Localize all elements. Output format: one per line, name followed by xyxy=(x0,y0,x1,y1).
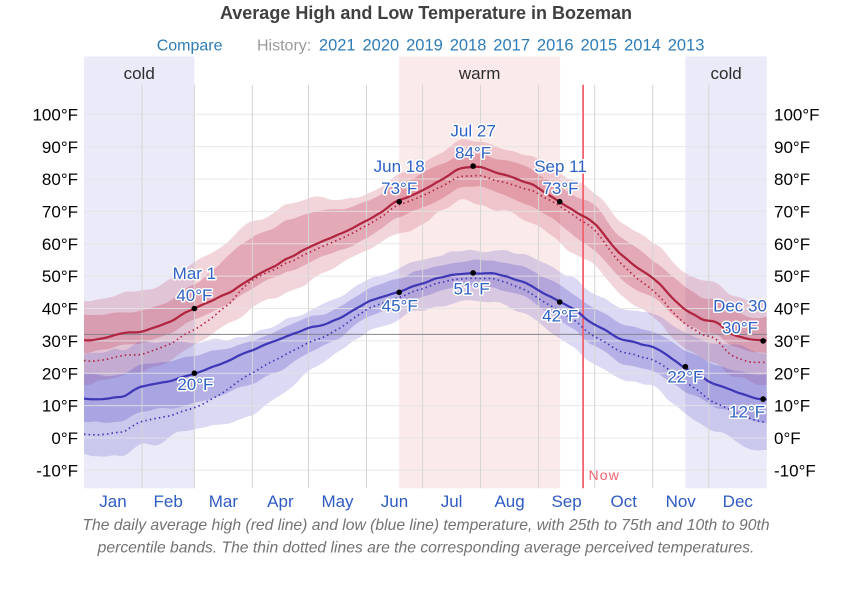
svg-text:50°F: 50°F xyxy=(42,267,78,286)
svg-text:60°F: 60°F xyxy=(774,235,810,254)
svg-text:2018: 2018 xyxy=(450,37,487,55)
svg-text:Sep: Sep xyxy=(551,492,581,511)
svg-text:10°F: 10°F xyxy=(774,397,810,416)
svg-text:Feb: Feb xyxy=(154,492,183,511)
svg-text:Apr: Apr xyxy=(267,492,294,511)
svg-text:0°F: 0°F xyxy=(51,429,78,448)
svg-text:Dec 30: Dec 30 xyxy=(713,296,767,315)
svg-text:70°F: 70°F xyxy=(42,203,78,222)
svg-text:cold: cold xyxy=(711,64,742,83)
svg-text:90°F: 90°F xyxy=(42,138,78,157)
svg-text:42°F: 42°F xyxy=(542,307,578,326)
svg-text:45°F: 45°F xyxy=(382,296,418,315)
svg-text:40°F: 40°F xyxy=(176,286,212,305)
svg-text:30°F: 30°F xyxy=(774,332,810,351)
svg-text:73°F: 73°F xyxy=(542,179,578,198)
svg-text:2014: 2014 xyxy=(624,37,661,55)
svg-text:90°F: 90°F xyxy=(774,138,810,157)
svg-text:Nov: Nov xyxy=(666,492,697,511)
svg-text:50°F: 50°F xyxy=(774,267,810,286)
svg-text:History:: History: xyxy=(257,38,311,55)
svg-text:2017: 2017 xyxy=(493,37,530,55)
svg-text:2015: 2015 xyxy=(581,37,618,55)
svg-text:84°F: 84°F xyxy=(455,144,491,163)
svg-text:warm: warm xyxy=(458,64,501,83)
svg-text:2019: 2019 xyxy=(406,37,443,55)
svg-text:20°F: 20°F xyxy=(774,364,810,383)
svg-text:Sep 11: Sep 11 xyxy=(534,157,587,176)
svg-text:70°F: 70°F xyxy=(774,203,810,222)
svg-text:cold: cold xyxy=(124,64,155,83)
svg-text:Jul: Jul xyxy=(441,492,463,511)
svg-text:Jun 18: Jun 18 xyxy=(374,157,425,176)
svg-text:22°F: 22°F xyxy=(667,368,703,387)
svg-text:2020: 2020 xyxy=(363,37,400,55)
svg-text:2013: 2013 xyxy=(668,37,705,55)
svg-text:30°F: 30°F xyxy=(42,332,78,351)
svg-text:Mar: Mar xyxy=(209,492,239,511)
svg-text:2016: 2016 xyxy=(537,37,574,55)
svg-text:Aug: Aug xyxy=(494,492,524,511)
svg-text:Mar 1: Mar 1 xyxy=(173,264,216,283)
svg-text:0°F: 0°F xyxy=(774,429,801,448)
svg-text:The daily average high (red li: The daily average high (red line) and lo… xyxy=(82,517,769,534)
svg-text:Oct: Oct xyxy=(610,492,637,511)
svg-text:20°F: 20°F xyxy=(42,364,78,383)
svg-text:2021: 2021 xyxy=(319,37,356,55)
svg-text:80°F: 80°F xyxy=(42,170,78,189)
svg-text:12°F: 12°F xyxy=(729,403,765,422)
svg-text:Jul 27: Jul 27 xyxy=(450,122,495,141)
svg-text:Jun: Jun xyxy=(381,492,408,511)
svg-text:Dec: Dec xyxy=(723,492,754,511)
svg-text:40°F: 40°F xyxy=(42,300,78,319)
svg-text:Jan: Jan xyxy=(99,492,126,511)
svg-text:100°F: 100°F xyxy=(32,105,78,124)
svg-text:40°F: 40°F xyxy=(774,300,810,319)
svg-text:-10°F: -10°F xyxy=(36,461,78,480)
svg-text:Now: Now xyxy=(589,467,621,483)
svg-text:10°F: 10°F xyxy=(42,397,78,416)
svg-text:Compare: Compare xyxy=(157,38,223,55)
svg-text:30°F: 30°F xyxy=(722,318,758,337)
svg-text:51°F: 51°F xyxy=(454,279,490,298)
svg-text:percentile bands. The thin dot: percentile bands. The thin dotted lines … xyxy=(97,540,755,557)
svg-text:20°F: 20°F xyxy=(177,375,213,394)
svg-text:100°F: 100°F xyxy=(774,105,820,124)
svg-text:60°F: 60°F xyxy=(42,235,78,254)
svg-text:-10°F: -10°F xyxy=(774,461,816,480)
svg-text:May: May xyxy=(321,492,354,511)
svg-text:80°F: 80°F xyxy=(774,170,810,189)
svg-text:Average High and Low Temperatu: Average High and Low Temperature in Boze… xyxy=(220,3,632,23)
svg-text:73°F: 73°F xyxy=(381,179,417,198)
